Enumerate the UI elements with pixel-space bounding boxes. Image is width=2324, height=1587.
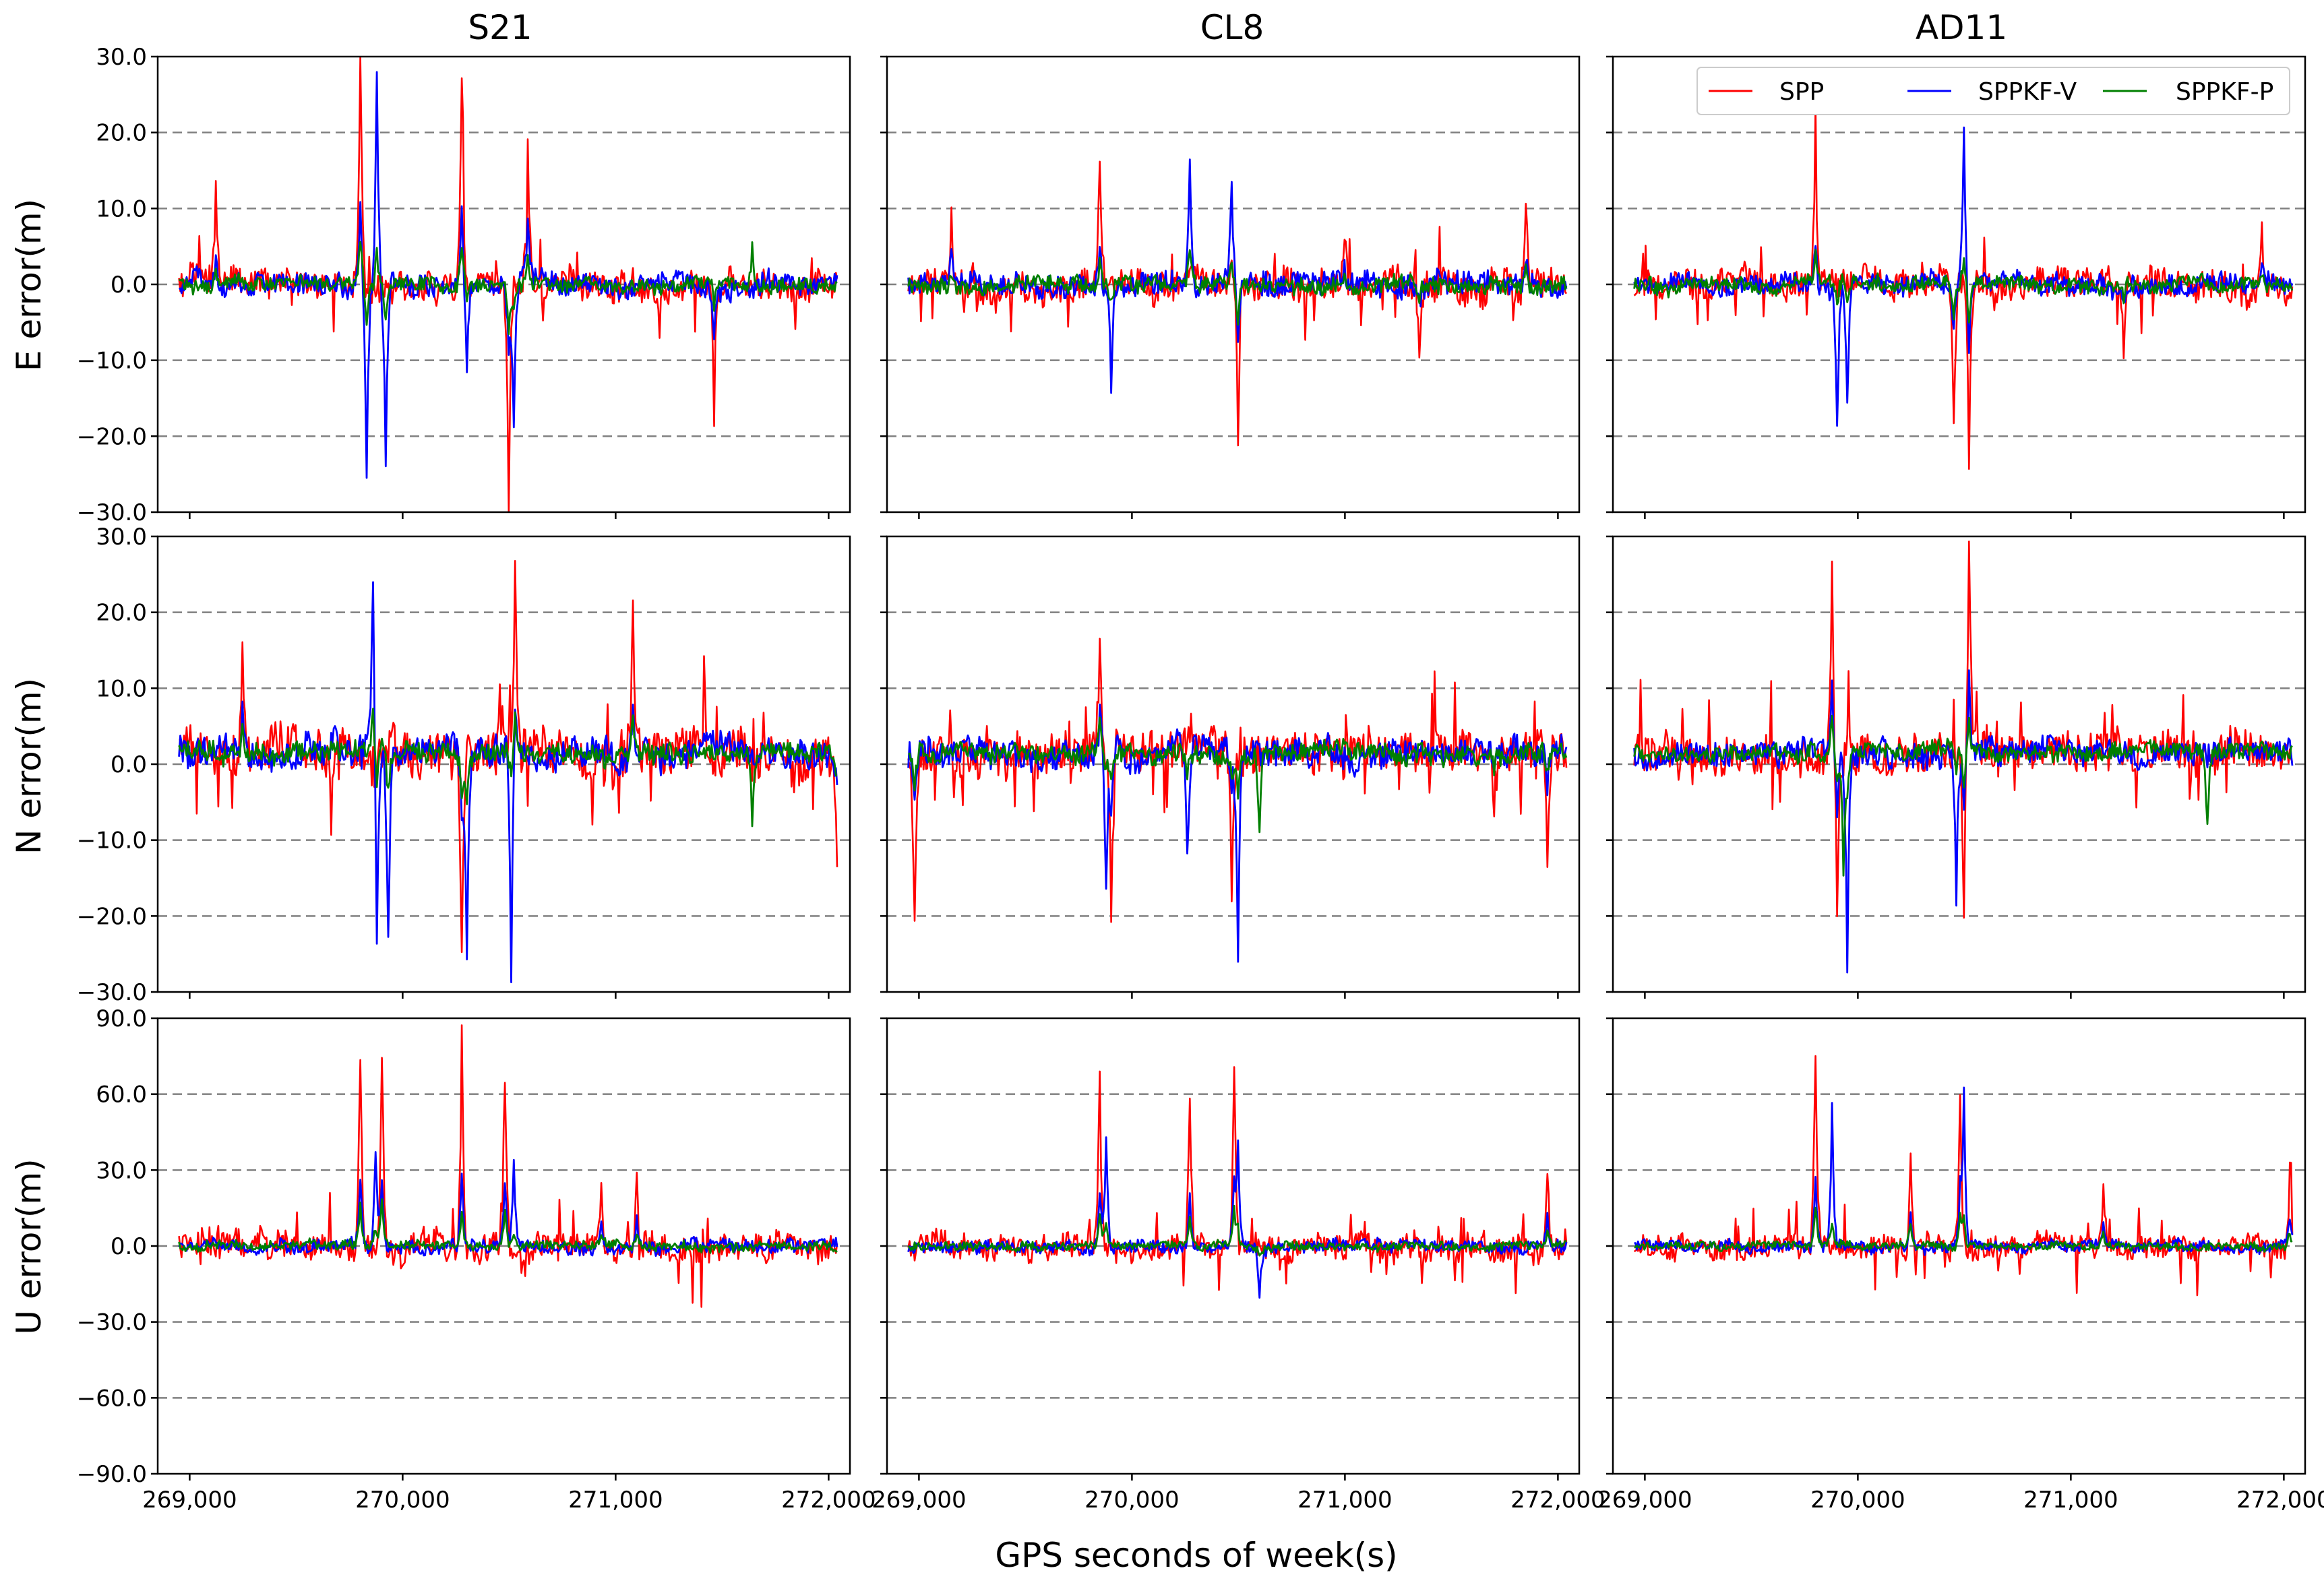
ytick-label-s21-u-1: −60.0 (77, 1385, 147, 1412)
ytick-label-s21-u-4: 30.0 (96, 1157, 147, 1184)
legend-label-sppkf-v: SPPKF-V (1978, 78, 2077, 106)
series-sppkf-p-s21-n (178, 708, 838, 828)
legend-label-spp: SPP (1779, 78, 1824, 106)
column-title-cl8: CL8 (1200, 8, 1264, 47)
xtick-label-ad11-u-2: 271,000 (2023, 1487, 2118, 1514)
ytick-label-s21-u-2: −30.0 (77, 1309, 147, 1336)
series-sppkf-p-ad11-u (1634, 1206, 2293, 1253)
series-sppkf-p-cl8-n (908, 716, 1568, 834)
ytick-label-s21-e-5: 20.0 (96, 120, 147, 147)
xtick-label-s21-u-0: 269,000 (142, 1487, 237, 1514)
series-spp-ad11-e (1633, 103, 2294, 470)
panel-ad11-e (1606, 55, 2306, 519)
panel-ad11-u: 269,000 270,000 271,000 272,000 (1597, 1017, 2324, 1514)
ytick-label-s21-n-1: −20.0 (77, 903, 147, 930)
x-axis-label: GPS seconds of week(s) (995, 1536, 1397, 1575)
xtick-label-ad11-u-1: 270,000 (1810, 1487, 1905, 1514)
ytick-label-s21-e-3: 0.0 (111, 272, 147, 299)
legend-label-sppkf-p: SPPKF-P (2176, 78, 2273, 106)
ytick-label-s21-n-6: 30.0 (96, 524, 147, 551)
xtick-label-cl8-u-1: 270,000 (1084, 1487, 1180, 1514)
series-sppkf-p-ad11-e (1633, 249, 2294, 323)
series-sppkf-p-s21-e (179, 241, 838, 336)
panel-s21-e: −30.0 −20.0 −10.0 0.0 10.0 20.0 30.0 (77, 44, 851, 526)
series-spp-s21-e (178, 57, 838, 512)
ytick-label-s21-e-0: −30.0 (77, 499, 147, 526)
column-title-ad11: AD11 (1916, 8, 2007, 47)
xtick-label-ad11-u-0: 269,000 (1597, 1487, 1692, 1514)
ytick-label-s21-u-3: 0.0 (111, 1233, 147, 1260)
ytick-label-s21-e-2: −10.0 (77, 348, 147, 375)
legend-box (1696, 67, 2290, 115)
ytick-label-s21-n-2: −10.0 (77, 828, 147, 854)
xtick-label-s21-u-1: 270,000 (355, 1487, 450, 1514)
xtick-label-s21-u-3: 272,000 (781, 1487, 876, 1514)
xtick-label-ad11-u-3: 272,000 (2236, 1487, 2324, 1514)
ytick-label-s21-n-0: −30.0 (77, 979, 147, 1006)
panel-cl8-u: 269,000 270,000 271,000 272,000 (872, 1017, 1606, 1514)
series-sppkf-p-cl8-e (907, 249, 1568, 326)
series-sppkf-p-ad11-n (1633, 714, 2293, 877)
panel-cl8-e (880, 55, 1581, 519)
xtick-label-cl8-u-3: 272,000 (1510, 1487, 1606, 1514)
ylabel-n-error: N error(m) (9, 678, 49, 854)
series-spp-cl8-u (907, 1066, 1568, 1295)
xtick-label-s21-u-2: 271,000 (568, 1487, 663, 1514)
panel-ad11-n (1606, 535, 2306, 999)
xtick-label-cl8-u-0: 269,000 (872, 1487, 967, 1514)
ytick-label-s21-u-5: 60.0 (96, 1082, 147, 1109)
series-sppkf-v-ad11-u (1634, 1086, 2294, 1256)
series-sppkf-v-s21-e (179, 71, 838, 479)
series-sppkf-p-cl8-u (907, 1204, 1567, 1257)
ytick-label-s21-e-4: 10.0 (96, 195, 147, 222)
legend: SPP SPPKF-V SPPKF-P (1696, 67, 2290, 115)
panel-grid: −30.0−20.0−10.00.010.020.030.0−30.0−20.0… (77, 44, 2324, 1514)
ylabel-u-error: U error(m) (9, 1158, 49, 1334)
column-title-s21: S21 (468, 8, 532, 47)
panel-s21-u: −90.0 −60.0 −30.0 0.0 30.0 60.0 90.0 269,000 270… (77, 1005, 876, 1514)
panel-s21-n: −30.0 −20.0 −10.0 0.0 10.0 20.0 30.0 (77, 524, 851, 1006)
ytick-label-s21-n-4: 10.0 (96, 675, 147, 702)
ytick-label-s21-u-0: −90.0 (77, 1461, 147, 1488)
ylabel-e-error: E error(m) (9, 199, 49, 371)
ytick-label-s21-n-3: 0.0 (111, 751, 147, 778)
panel-cl8-n (880, 535, 1581, 999)
series-sppkf-p-s21-u (178, 1198, 838, 1254)
ytick-label-s21-e-1: −20.0 (77, 423, 147, 450)
series-spp-ad11-u (1633, 1055, 2294, 1297)
series-sppkf-v-ad11-n (1633, 669, 2294, 974)
ytick-label-s21-u-6: 90.0 (96, 1005, 147, 1032)
ytick-label-s21-n-5: 20.0 (96, 600, 147, 627)
xtick-label-cl8-u-2: 271,000 (1297, 1487, 1393, 1514)
ytick-label-s21-e-6: 30.0 (96, 44, 147, 71)
